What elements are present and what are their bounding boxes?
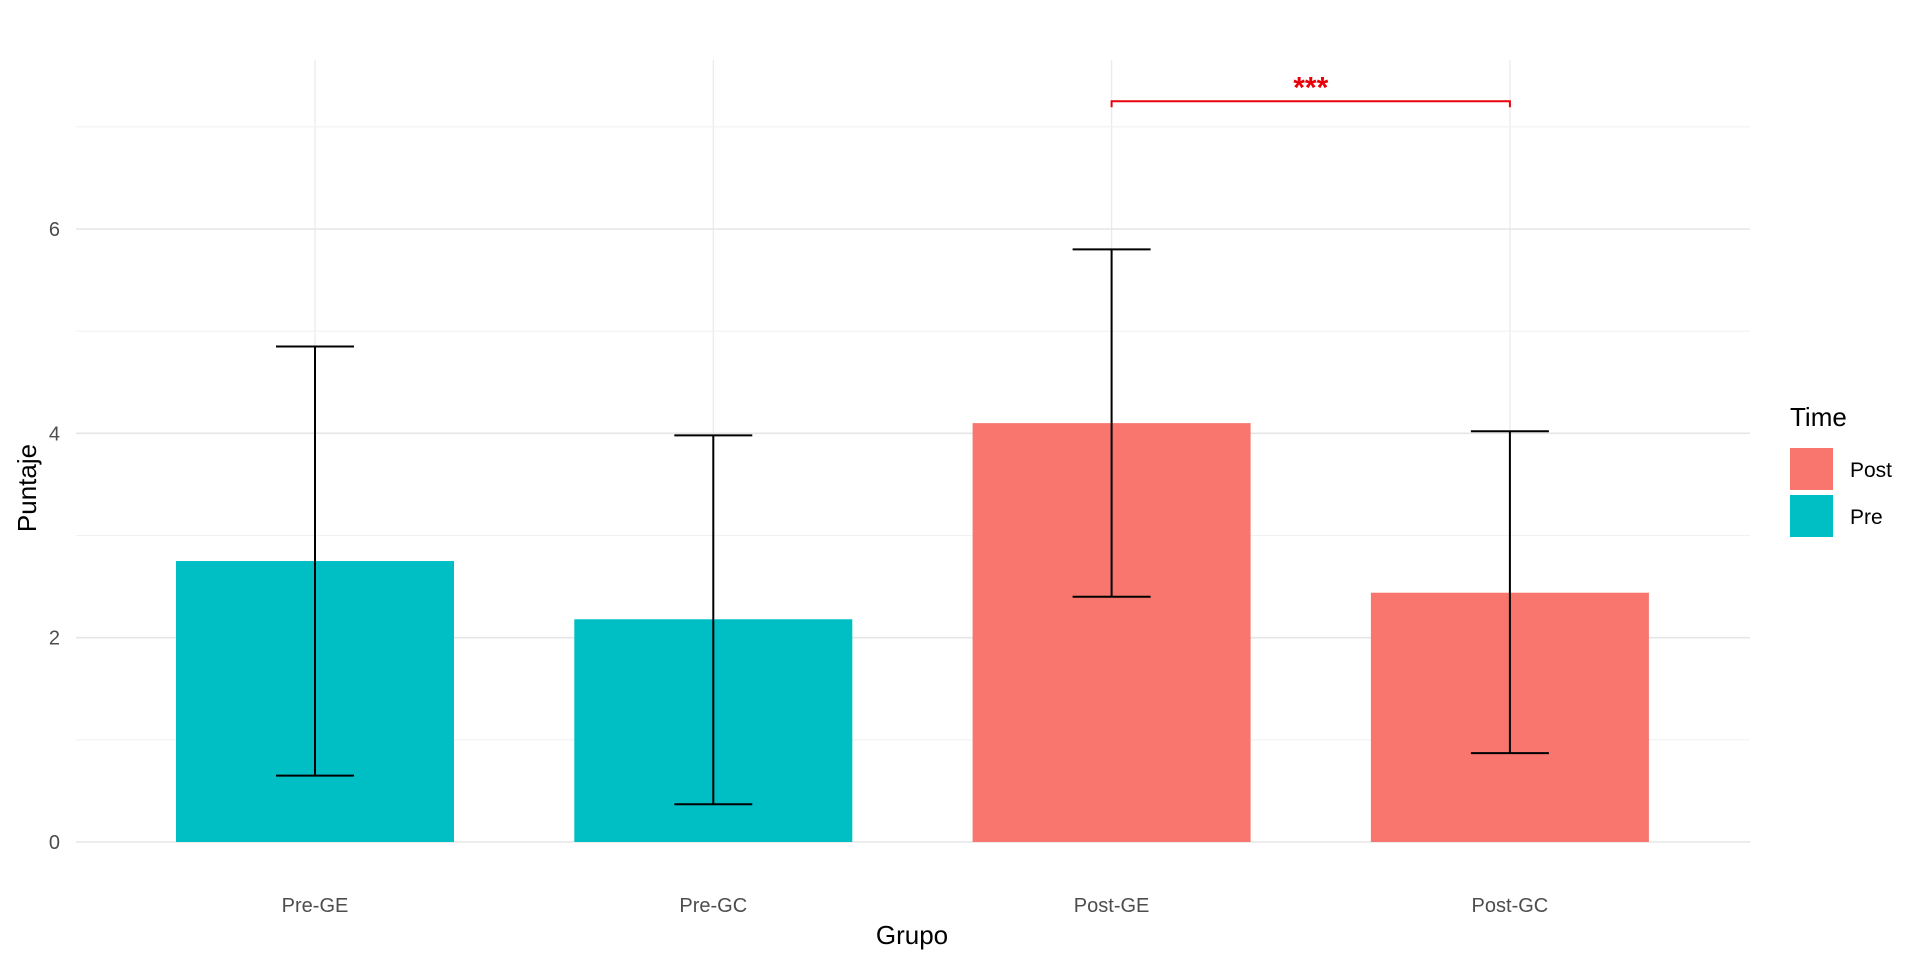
legend-label: Post: [1850, 459, 1892, 482]
bars-layer: [176, 423, 1649, 842]
legend-key-pre: [1790, 495, 1833, 537]
x-tick-label: Pre-GC: [679, 895, 747, 917]
significance-annotation: ***: [1110, 71, 1511, 108]
legend-title: Time: [1790, 402, 1847, 432]
legend: Time Post Pre: [1790, 402, 1892, 537]
legend-label: Pre: [1850, 506, 1883, 529]
error-bars-layer: [276, 248, 1549, 806]
x-tick-label: Post-GE: [1074, 895, 1150, 917]
x-tick-label: Pre-GE: [282, 895, 349, 917]
y-tick-label: 2: [49, 628, 60, 650]
x-tick-labels: Pre-GE Pre-GC Post-GE Post-GC: [282, 895, 1549, 917]
significance-label: ***: [1293, 71, 1328, 104]
y-tick-label: 0: [49, 832, 60, 854]
x-axis-title: Grupo: [876, 920, 948, 950]
y-tick-label: 6: [49, 219, 60, 241]
y-tick-labels: 0 2 4 6: [49, 219, 60, 854]
legend-key-post: [1790, 448, 1833, 490]
y-tick-label: 4: [49, 423, 60, 445]
significance-bracket: [1110, 100, 1511, 108]
y-axis-title: Puntaje: [12, 444, 42, 532]
x-tick-label: Post-GC: [1472, 895, 1549, 917]
